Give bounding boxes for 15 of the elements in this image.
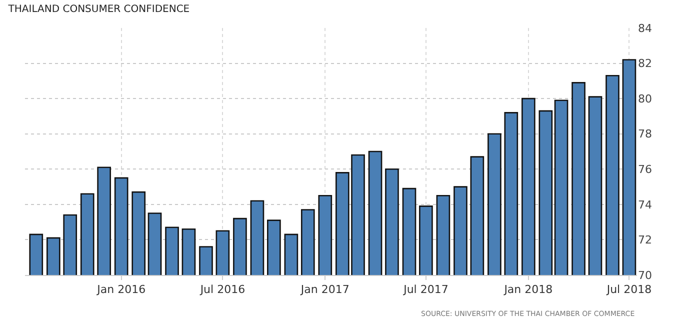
y-tick-label: 78 [638,128,652,141]
y-tick-label: 84 [638,22,652,35]
y-tick-label: 82 [638,57,652,70]
y-tick-label: 70 [638,268,652,282]
x-tick-label: Jul 2016 [199,283,246,296]
x-tick-label: Jan 2016 [96,283,146,296]
x-tick-label: Jul 2017 [402,283,448,296]
x-tick-label: Jan 2017 [300,283,350,296]
y-tick-label: 74 [638,198,652,212]
y-tick-label: 76 [638,162,652,176]
x-tick-label: Jul 2018 [606,283,652,296]
chart-title: THAILAND CONSUMER CONFIDENCE [7,4,190,15]
y-tick-label: 72 [638,234,652,247]
y-tick-label: 80 [638,92,652,106]
x-tick-label: Jan 2018 [503,283,553,296]
